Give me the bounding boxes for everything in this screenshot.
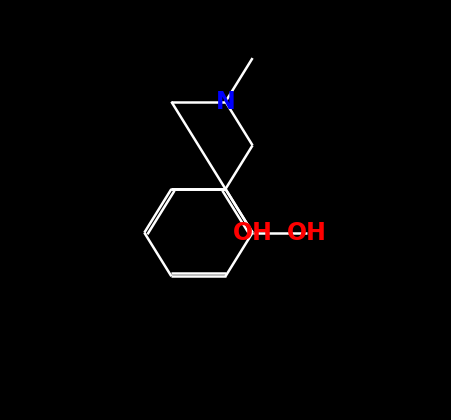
- Text: N: N: [216, 90, 235, 114]
- Text: OH: OH: [287, 220, 327, 244]
- Text: OH: OH: [233, 220, 272, 244]
